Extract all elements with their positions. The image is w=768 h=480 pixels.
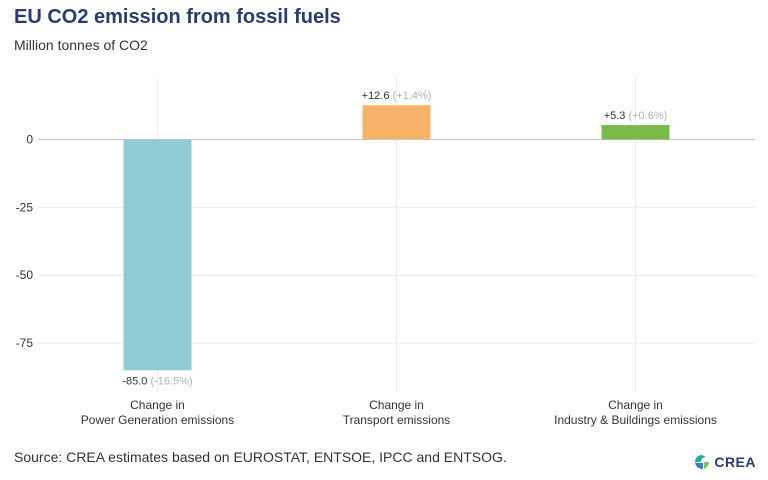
logo-text: CREA	[714, 454, 756, 470]
data-label-value: -85.0	[122, 375, 150, 387]
data-label-value: +12.6	[362, 90, 393, 102]
data-label-value: +5.3	[604, 110, 629, 122]
bar	[362, 105, 431, 140]
chart-title: EU CO2 emission from fossil fuels	[14, 6, 341, 28]
x-category-label: Change in	[130, 398, 185, 412]
x-category-label: Change in	[369, 398, 424, 412]
source-note: Source: CREA estimates based on EUROSTAT…	[14, 449, 507, 465]
bar	[601, 125, 670, 140]
data-label: -85.0 (-16.5%)	[122, 375, 192, 387]
y-tick-label: 0	[26, 132, 33, 146]
y-tick-label: -75	[16, 336, 34, 350]
chart-subtitle: Million tonnes of CO2	[14, 37, 148, 53]
data-label-percent: (+0.6%)	[628, 110, 667, 122]
x-category-label: Change in	[608, 398, 663, 412]
data-label-percent: (+1.4%)	[393, 90, 432, 102]
crea-logo: CREA	[694, 454, 756, 470]
y-tick-label: -25	[16, 200, 34, 214]
data-label-percent: (-16.5%)	[150, 375, 192, 387]
bar	[123, 139, 192, 371]
x-category-label: Transport emissions	[343, 413, 451, 427]
crea-logo-icon	[695, 455, 710, 469]
x-category-label: Power Generation emissions	[81, 413, 234, 427]
x-category-label: Industry & Buildings emissions	[554, 413, 717, 427]
y-tick-label: -50	[16, 268, 34, 282]
data-label: +12.6 (+1.4%)	[362, 90, 432, 102]
data-label: +5.3 (+0.6%)	[604, 110, 668, 122]
